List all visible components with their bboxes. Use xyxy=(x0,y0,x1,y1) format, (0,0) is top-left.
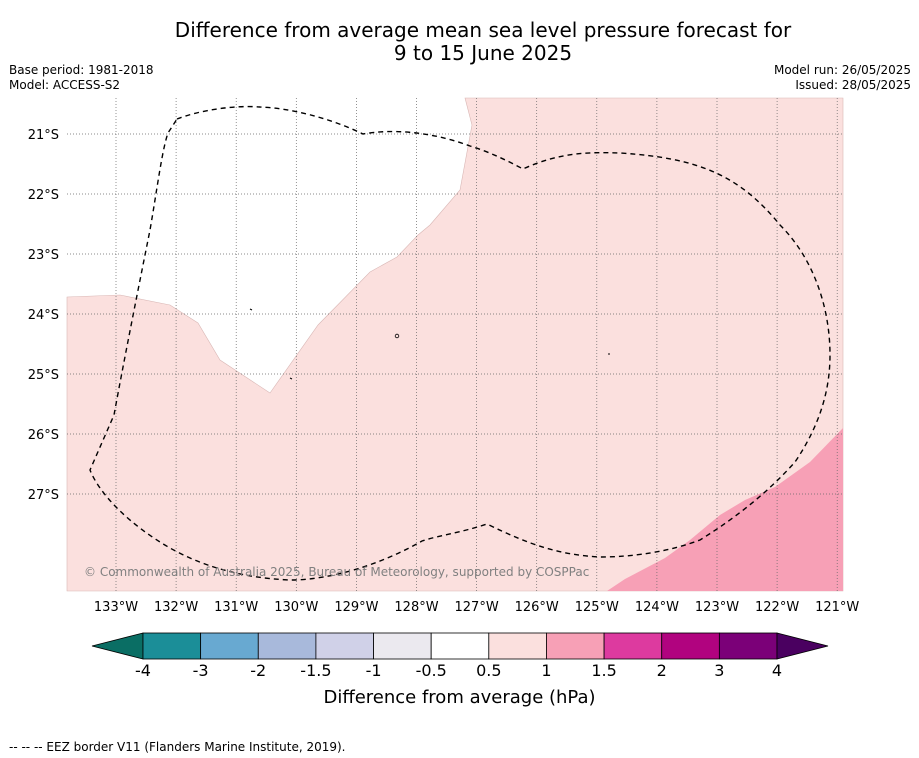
longitude-label: 123°W xyxy=(695,600,739,615)
longitude-label: 129°W xyxy=(334,600,378,615)
longitude-label: 133°W xyxy=(94,600,138,615)
colorbar-tick-label: -4 xyxy=(135,661,151,680)
map-title: Difference from average mean sea level p… xyxy=(0,19,919,65)
latitude-label: 22°S xyxy=(28,188,59,203)
colorbar-tick-label: -1.5 xyxy=(300,661,331,680)
longitude-label: 130°W xyxy=(274,600,318,615)
longitude-labels: 133°W 132°W 131°W 130°W 129°W 128°W 127°W 126°W… xyxy=(94,600,860,615)
island-marker xyxy=(394,333,400,339)
longitude-label: 127°W xyxy=(455,600,499,615)
title-line-2: 9 to 15 June 2025 xyxy=(393,41,573,65)
colorbar-tick-label: -1 xyxy=(366,661,382,680)
latitude-label: 21°S xyxy=(28,128,59,143)
eez-footnote: -- -- -- EEZ border V11 (Flanders Marine… xyxy=(9,740,346,754)
latitude-label: 25°S xyxy=(28,368,59,383)
title-line-1: Difference from average mean sea level p… xyxy=(174,18,792,42)
colorbar-segment xyxy=(257,632,317,660)
colorbar-tick-label: -3 xyxy=(193,661,209,680)
colorbar-tick-label: 2 xyxy=(657,661,667,680)
latitude-labels: 21°S 22°S 23°S 24°S 25°S 26°S 27°S xyxy=(28,128,59,503)
copyright-notice: © Commonwealth of Australia 2025, Bureau… xyxy=(84,565,590,579)
map-area xyxy=(66,97,844,592)
colorbar-tick-label: 1 xyxy=(541,661,551,680)
colorbar-tick-labels: -4 -3 -2 -1.5 -1 -0.5 0.5 1 1.5 2 3 4 xyxy=(135,661,782,680)
longitude-label: 125°W xyxy=(575,600,619,615)
longitude-label: 122°W xyxy=(755,600,799,615)
colorbar-tick-label: -0.5 xyxy=(416,661,447,680)
colorbar-segment xyxy=(718,632,778,660)
issued-date: Issued: 28/05/2025 xyxy=(795,78,911,92)
colorbar-segment xyxy=(200,632,259,660)
gridlines xyxy=(67,98,843,591)
longitude-label: 128°W xyxy=(394,600,438,615)
colorbar-tick-label: -2 xyxy=(250,661,266,680)
eez-border xyxy=(89,105,831,581)
colorbar-tick-label: 4 xyxy=(772,661,782,680)
meta-right: Model run: 26/05/2025 Issued: 28/05/2025 xyxy=(774,63,911,93)
latitude-label: 27°S xyxy=(28,488,59,503)
colorbar-segment xyxy=(488,632,547,660)
latitude-label: 26°S xyxy=(28,428,59,443)
small-islands xyxy=(249,308,610,380)
longitude-label: 126°W xyxy=(515,600,559,615)
colorbar-tick-label: 1.5 xyxy=(591,661,616,680)
meta-left: Base period: 1981-2018 Model: ACCESS-S2 xyxy=(9,63,154,93)
colorbar-segment xyxy=(373,632,432,660)
island-marker xyxy=(289,377,293,380)
longitude-label: 121°W xyxy=(815,600,859,615)
anomaly-region-0.5-to-1 xyxy=(66,97,844,592)
colorbar-tick-label: 3 xyxy=(714,661,724,680)
latitude-label: 24°S xyxy=(28,308,59,323)
model-name: Model: ACCESS-S2 xyxy=(9,78,121,92)
longitude-label: 132°W xyxy=(154,600,198,615)
colorbar-tick-label: 0.5 xyxy=(476,661,501,680)
longitude-label: 131°W xyxy=(214,600,258,615)
colorbar-label: Difference from average (hPa) xyxy=(323,687,596,708)
colorbar-segment xyxy=(315,632,374,660)
colorbar-under-arrow xyxy=(91,632,144,660)
base-period: Base period: 1981-2018 xyxy=(9,63,154,77)
colorbar-over-arrow xyxy=(776,632,829,660)
latitude-label: 23°S xyxy=(28,248,59,263)
island-marker xyxy=(249,308,253,311)
anomaly-region-1-to-1.5 xyxy=(607,428,843,591)
colorbar-segment xyxy=(142,632,202,660)
colorbar-segment xyxy=(661,632,720,660)
longitude-label: 124°W xyxy=(635,600,679,615)
colorbar-segment xyxy=(546,632,605,660)
colorbar xyxy=(91,632,829,660)
colorbar-segment xyxy=(430,632,490,660)
colorbar-segment xyxy=(603,632,663,660)
model-run: Model run: 26/05/2025 xyxy=(773,63,911,77)
